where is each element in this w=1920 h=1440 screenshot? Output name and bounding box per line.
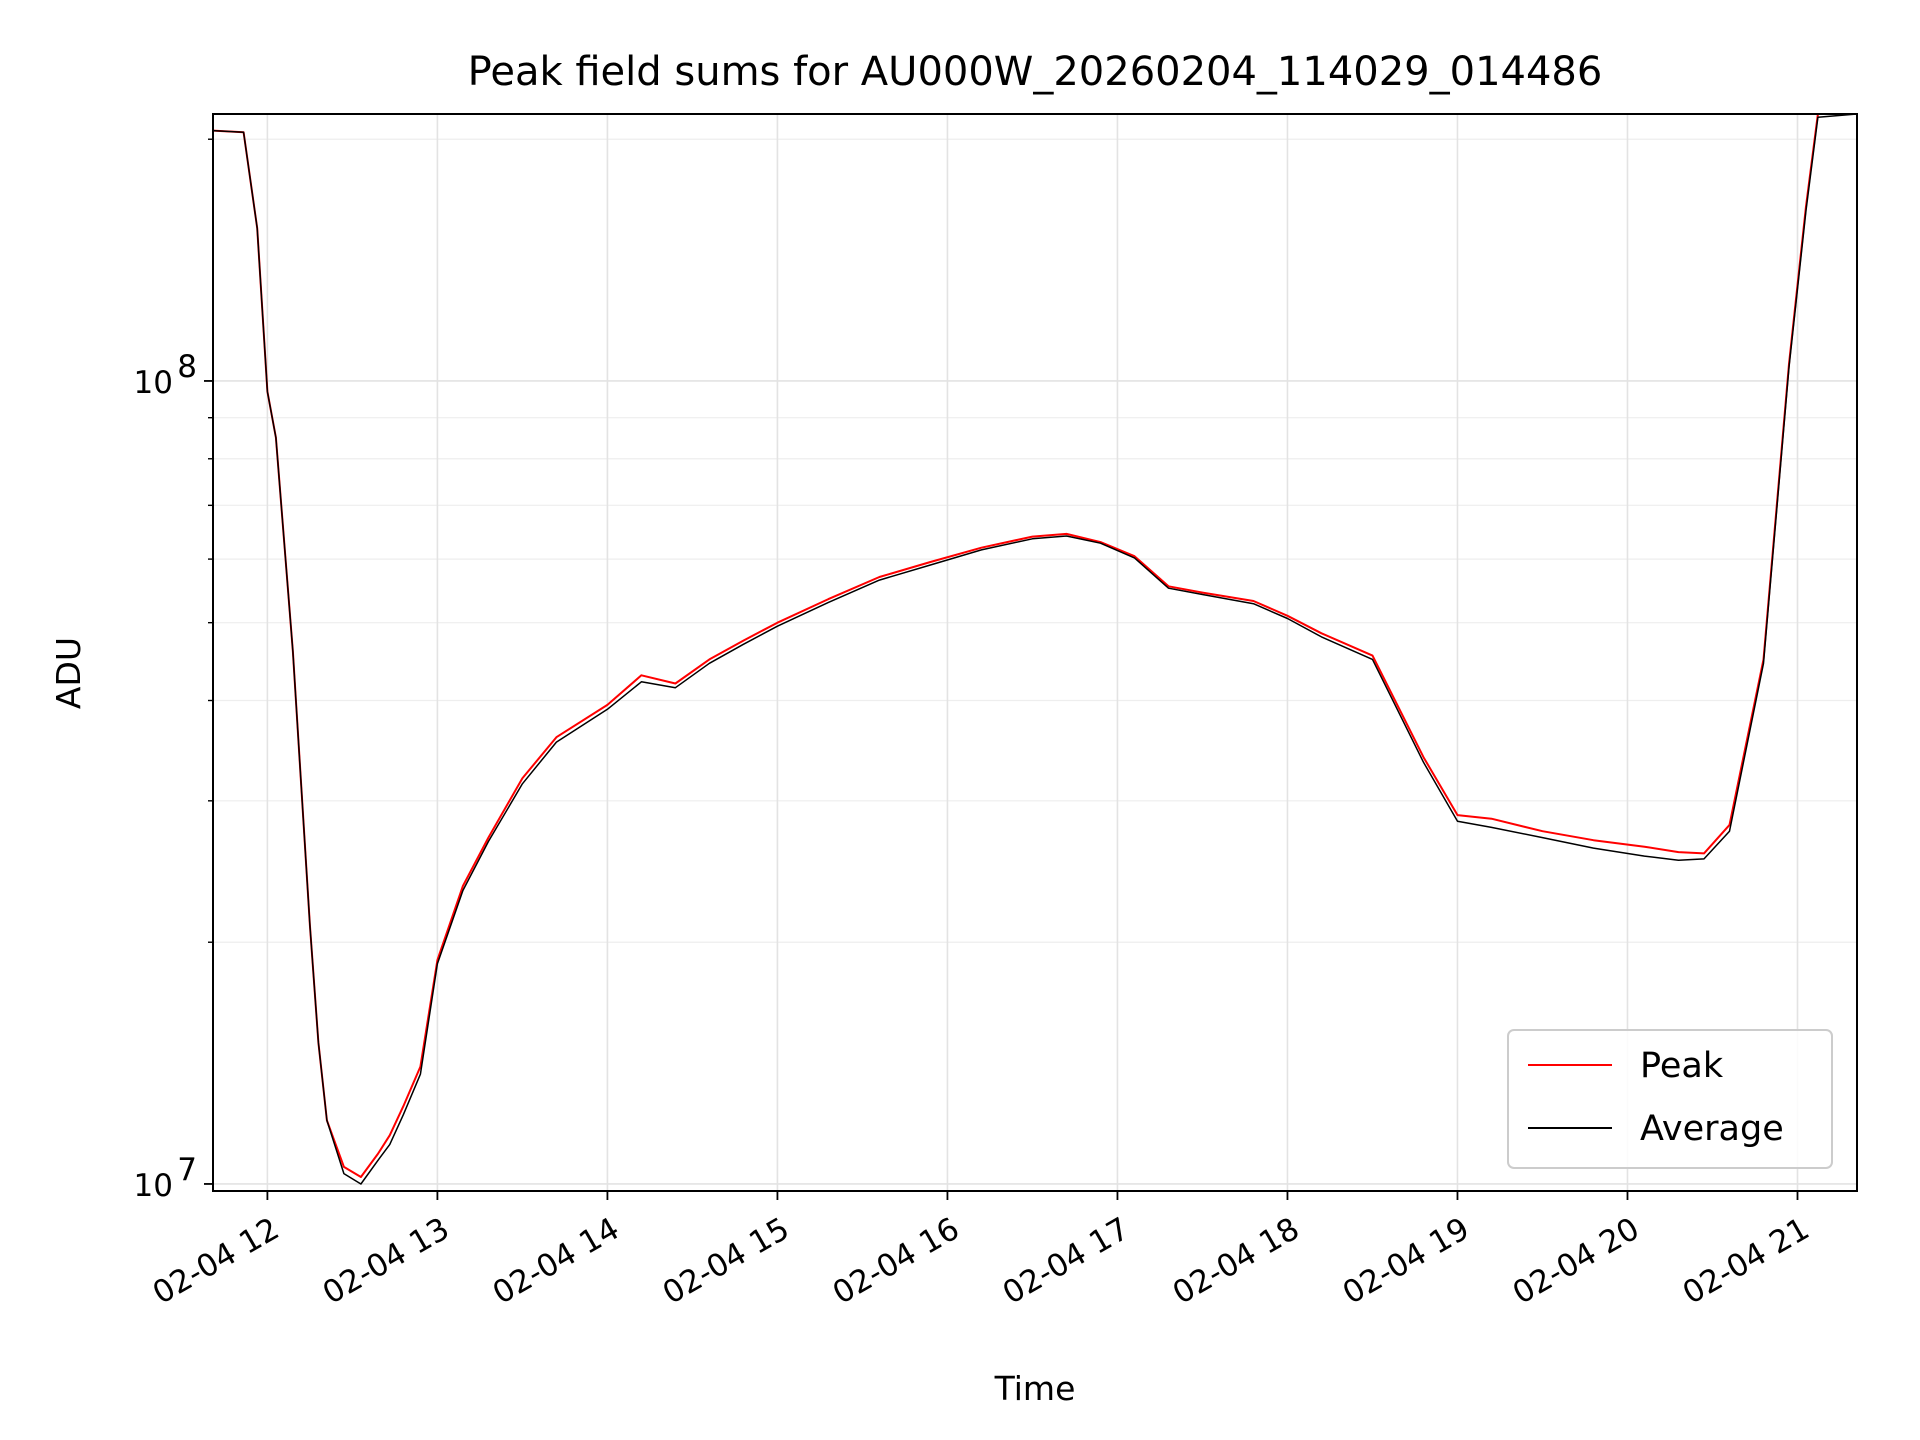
x-tick-label: 02-04 12 xyxy=(147,1211,286,1312)
plot-lines xyxy=(212,113,1858,1185)
legend: Peak Average xyxy=(1507,1029,1833,1169)
series-line-peak xyxy=(212,113,1857,1178)
x-tick-label: 02-04 14 xyxy=(487,1211,626,1312)
legend-label: Peak xyxy=(1640,1046,1724,1086)
x-tick-label: 02-04 20 xyxy=(1507,1211,1646,1312)
y-tick-base: 10 xyxy=(134,1168,173,1204)
y-axis-label: ADU xyxy=(49,637,88,709)
x-tick-label: 02-04 16 xyxy=(827,1211,966,1312)
y-tick-base: 10 xyxy=(134,365,173,401)
y-tick-label: 10 xyxy=(134,365,173,401)
legend-label: Average xyxy=(1640,1109,1784,1149)
x-tick-label: 02-04 13 xyxy=(317,1211,456,1312)
grid xyxy=(213,114,1857,1191)
x-axis-label: Time xyxy=(994,1369,1076,1408)
series-line-average xyxy=(212,113,1858,1185)
axes-frame xyxy=(212,113,1858,1192)
x-tick-label: 02-04 17 xyxy=(997,1211,1136,1312)
y-tick-exponent: 7 xyxy=(177,1152,197,1188)
chart-title: Peak field sums for AU000W_20260204_1140… xyxy=(468,49,1603,95)
y-tick-label: 10 xyxy=(134,1168,173,1204)
x-tick-label: 02-04 18 xyxy=(1167,1211,1306,1312)
x-tick-label: 02-04 21 xyxy=(1677,1211,1816,1312)
y-tick-exponent: 8 xyxy=(177,349,197,385)
x-tick-label: 02-04 19 xyxy=(1337,1211,1476,1312)
x-tick-label: 02-04 15 xyxy=(657,1211,796,1312)
